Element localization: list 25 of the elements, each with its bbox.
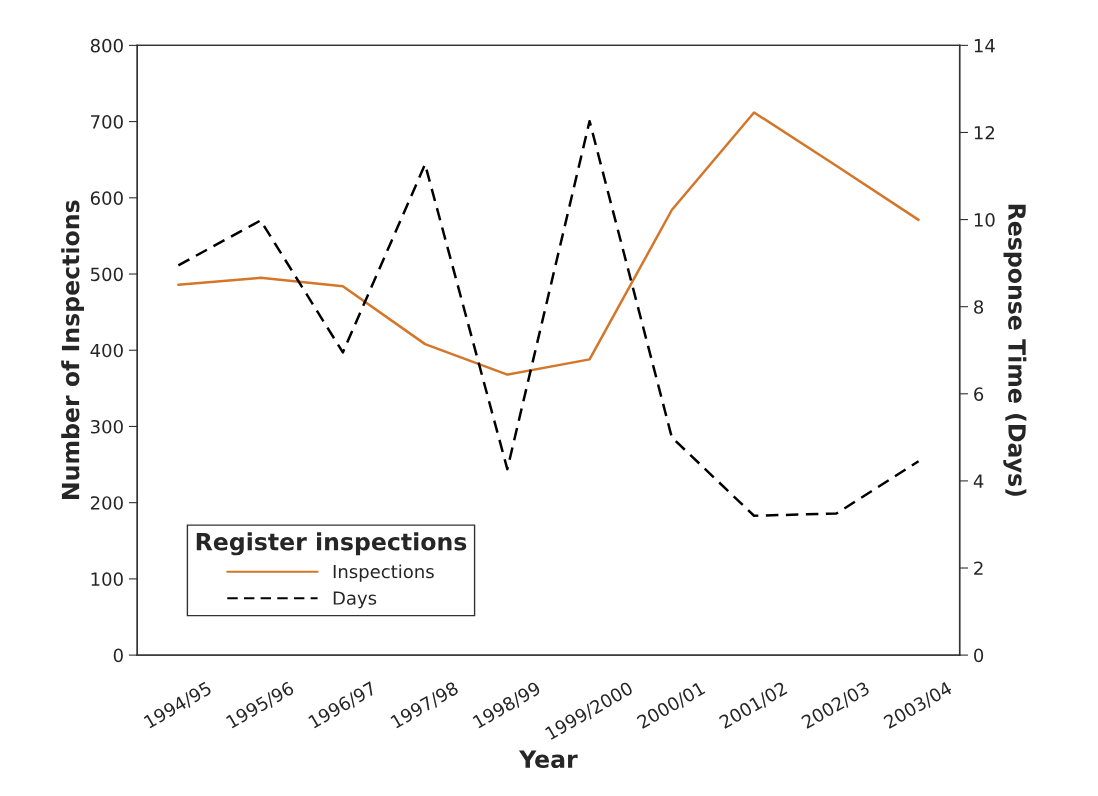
y-tick-label: 100: [91, 572, 123, 587]
y2-tick-label: 8: [974, 300, 984, 314]
y2-tick-label: 14: [974, 39, 995, 53]
y-tick-label: 800: [90, 38, 123, 53]
y2-tick-label: 2: [974, 561, 983, 575]
y2-axis-title: Response Time (Days): [1003, 204, 1027, 496]
y-tick-label: 200: [90, 496, 123, 510]
line-series: [177, 119, 920, 517]
y2-tick-label: 0: [974, 648, 984, 663]
y-tick-label: 500: [90, 267, 123, 282]
line-series: [177, 111, 920, 376]
y-tick-label: 600: [90, 191, 123, 205]
y-tick-label: 0: [113, 648, 123, 663]
y2-tick-label: 10: [974, 213, 995, 227]
legend-title: Register inspections: [196, 532, 467, 556]
y-tick-label: 700: [91, 115, 123, 129]
y2-tick-label: 4: [973, 474, 984, 488]
y-tick-label: 400: [90, 343, 123, 358]
y-axis-title: Number of Inspections: [61, 200, 85, 499]
y-tick-label: 300: [90, 419, 123, 434]
y2-tick-label: 12: [974, 125, 995, 140]
legend-label: Days: [333, 591, 377, 609]
legend-label: Inspections: [333, 564, 434, 582]
y2-tick-label: 6: [974, 387, 984, 401]
x-axis-title: Year: [518, 750, 578, 769]
